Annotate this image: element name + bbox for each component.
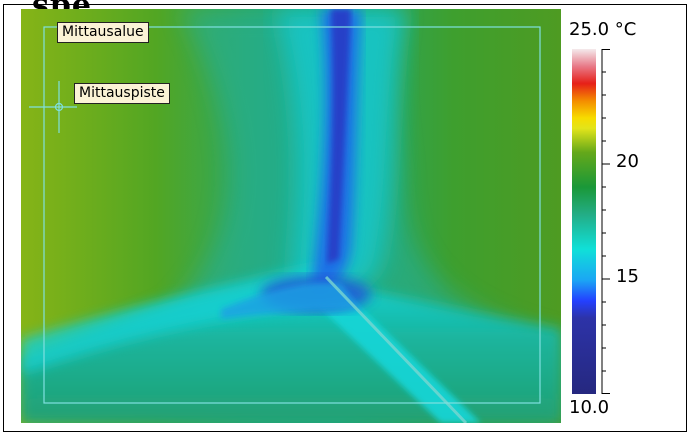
measurement-point-crosshair[interactable] — [29, 81, 77, 133]
thermal-image[interactable] — [21, 9, 561, 423]
color-scale-axis — [600, 49, 612, 394]
color-scale-bar — [572, 49, 596, 394]
measurement-point-label: Mittauspiste — [74, 83, 170, 104]
scale-tick-20: 20 — [616, 151, 639, 172]
scale-tick-15: 15 — [616, 266, 639, 287]
measurement-area-rect[interactable] — [43, 26, 541, 404]
scale-max-label: 25.0 °C — [569, 19, 637, 40]
thermal-image-canvas — [21, 9, 561, 423]
measurement-area-label: Mittausalue — [57, 22, 149, 43]
page-title-fragment: spe — [32, 0, 92, 9]
report-frame: spe — [3, 0, 687, 432]
scale-min-label: 10.0 — [569, 397, 610, 418]
